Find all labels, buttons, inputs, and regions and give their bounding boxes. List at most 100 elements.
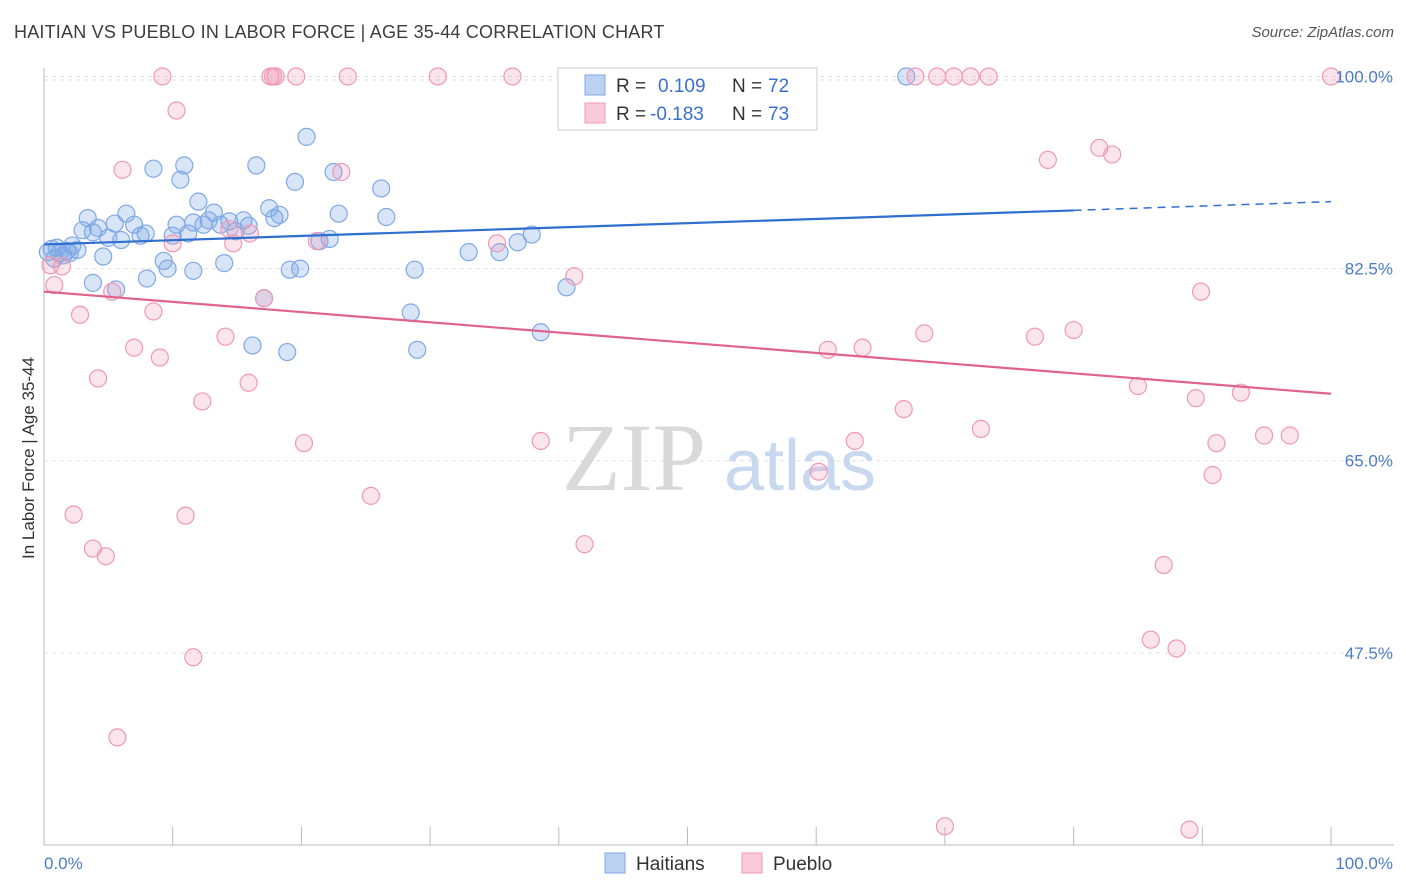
point-pueblo xyxy=(1141,630,1160,649)
legend-n-label-pueblo: N = xyxy=(732,104,762,125)
point-haitians xyxy=(171,170,190,189)
point-haitians xyxy=(297,127,316,146)
bottom-legend: Haitians Pueblo xyxy=(604,852,832,875)
legend-n-value-pueblo: 73 xyxy=(768,104,789,125)
point-pueblo xyxy=(193,392,212,411)
point-pueblo xyxy=(503,67,522,86)
point-pueblo xyxy=(1025,327,1045,346)
point-haitians xyxy=(184,261,203,280)
point-pueblo xyxy=(1254,426,1274,445)
point-haitians xyxy=(285,172,305,191)
point-pueblo xyxy=(1064,320,1083,340)
watermark-atlas: atlas xyxy=(724,426,876,506)
point-haitians xyxy=(112,230,131,250)
point-pueblo xyxy=(1280,426,1299,445)
point-pueblo xyxy=(944,67,964,86)
point-haitians xyxy=(94,247,113,266)
grid-lines xyxy=(44,75,1394,654)
point-haitians xyxy=(220,212,239,231)
point-haitians xyxy=(377,207,396,227)
point-pueblo xyxy=(971,419,991,438)
point-pueblo xyxy=(113,160,132,179)
point-haitians xyxy=(270,205,289,224)
point-pueblo xyxy=(163,234,182,253)
point-pueblo xyxy=(1180,820,1199,839)
trend-line-haitians xyxy=(43,209,1074,246)
point-haitians xyxy=(136,224,155,243)
legend-swatch-pueblo xyxy=(584,102,606,124)
point-haitians xyxy=(189,192,208,211)
point-pueblo xyxy=(935,817,955,836)
point-pueblo xyxy=(88,369,108,388)
point-haitians xyxy=(408,340,427,359)
point-pueblo xyxy=(108,728,127,747)
point-pueblo xyxy=(845,431,864,451)
point-pueblo xyxy=(124,338,144,357)
watermark: ZIP atlas xyxy=(562,404,876,511)
point-pueblo xyxy=(1154,555,1173,575)
point-haitians xyxy=(215,254,234,273)
legend-n-value-haitians: 72 xyxy=(768,76,789,97)
point-pueblo xyxy=(1203,465,1222,485)
bottom-legend-swatch-pueblo xyxy=(741,852,763,874)
point-haitians xyxy=(83,273,103,292)
point-pueblo xyxy=(153,67,172,86)
bottom-legend-label-haitians: Haitians xyxy=(636,854,705,875)
tick-labels: 47.5% 65.0% 82.5% 100.0% 0.0% 100.0% xyxy=(44,67,1393,873)
y-tick-label: 100.0% xyxy=(1335,67,1393,86)
point-pueblo xyxy=(1321,67,1341,86)
source-label: Source: ZipAtlas.com xyxy=(1251,24,1394,41)
point-pueblo xyxy=(96,547,115,566)
trend-line-extension-haitians xyxy=(1073,200,1332,212)
y-axis-title: In Labor Force | Age 35-44 xyxy=(19,357,38,559)
point-pueblo xyxy=(332,162,351,182)
point-haitians xyxy=(329,204,348,223)
point-pueblo xyxy=(915,324,934,343)
legend-r-value-haitians: 0.109 xyxy=(658,76,706,97)
point-pueblo xyxy=(239,373,258,392)
point-pueblo xyxy=(70,305,90,324)
legend-r-label-haitians: R = xyxy=(616,76,646,97)
point-pueblo xyxy=(294,434,314,453)
point-pueblo xyxy=(361,486,380,505)
point-pueblo xyxy=(287,67,306,86)
point-pueblo xyxy=(307,232,326,251)
y-tick-label: 47.5% xyxy=(1345,644,1393,663)
y-tick-label: 82.5% xyxy=(1345,260,1393,279)
data-points xyxy=(38,67,1341,839)
point-pueblo xyxy=(1231,383,1251,402)
point-haitians xyxy=(158,259,177,278)
point-pueblo xyxy=(266,67,285,86)
point-pueblo xyxy=(64,505,83,524)
point-pueblo xyxy=(979,67,998,86)
axes xyxy=(43,68,1394,846)
point-haitians xyxy=(508,233,527,252)
point-pueblo xyxy=(1103,145,1122,164)
point-pueblo xyxy=(1038,150,1057,170)
point-pueblo xyxy=(144,302,163,321)
point-haitians xyxy=(260,199,279,218)
point-pueblo xyxy=(906,67,925,86)
point-haitians xyxy=(137,269,157,288)
point-haitians xyxy=(278,342,297,362)
point-haitians xyxy=(372,179,391,198)
point-haitians xyxy=(105,214,124,233)
point-haitians xyxy=(179,224,198,243)
legend-n-label-haitians: N = xyxy=(732,76,762,97)
point-pueblo xyxy=(894,400,913,419)
point-haitians xyxy=(291,259,310,278)
point-pueblo xyxy=(928,67,947,86)
point-pueblo xyxy=(531,431,550,451)
point-pueblo xyxy=(565,267,584,286)
bottom-legend-swatch-haitians xyxy=(604,852,626,874)
point-pueblo xyxy=(216,327,235,346)
point-pueblo xyxy=(818,340,837,359)
point-haitians xyxy=(144,159,163,178)
point-haitians xyxy=(265,208,284,228)
point-pueblo xyxy=(575,535,594,554)
point-pueblo xyxy=(1186,389,1205,408)
point-pueblo xyxy=(853,338,872,357)
y-tick-label: 65.0% xyxy=(1345,452,1393,471)
watermark-zip: ZIP xyxy=(562,404,706,511)
